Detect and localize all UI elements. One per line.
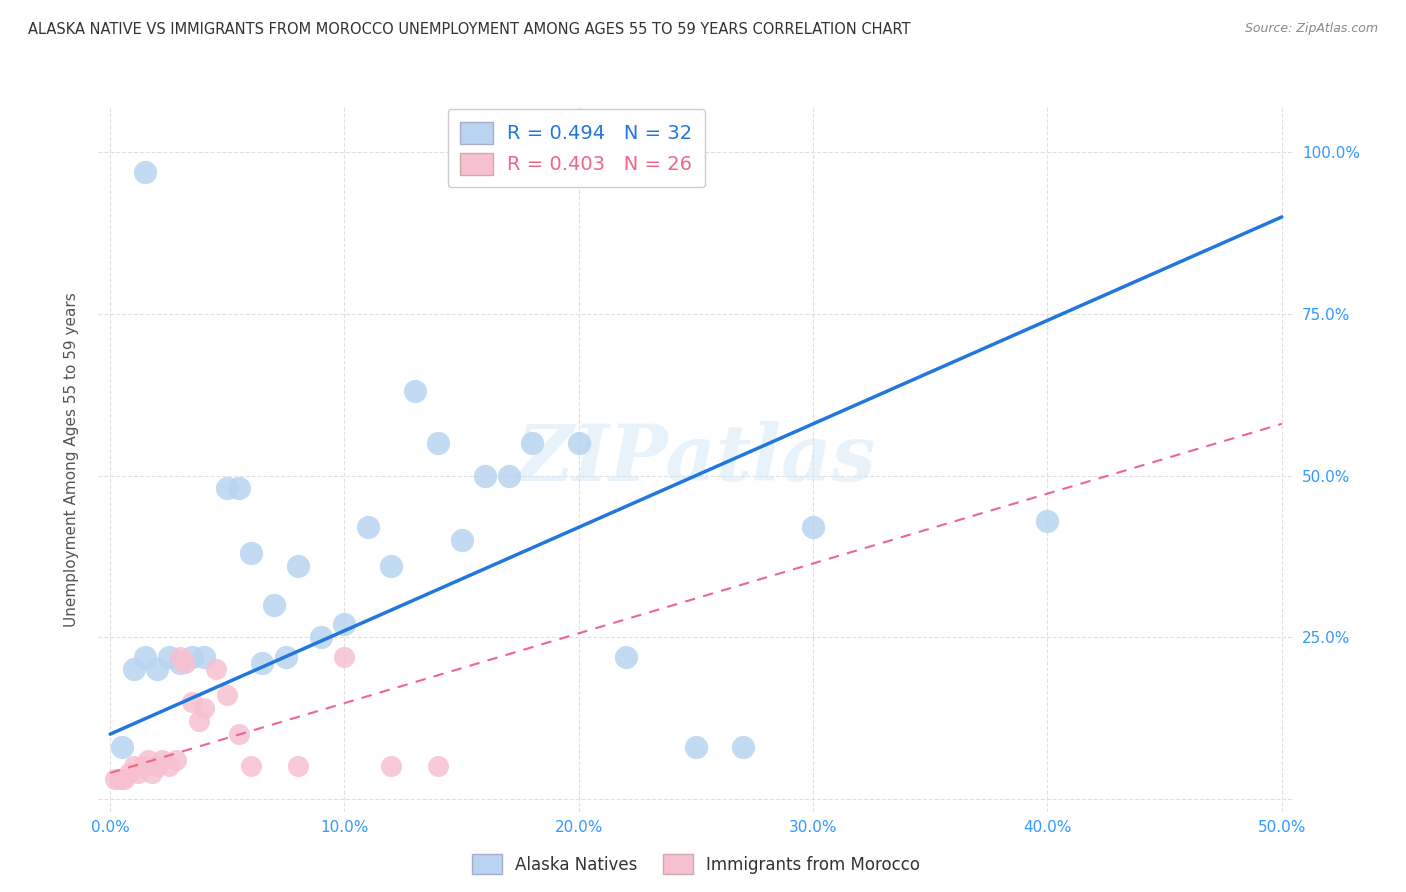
Point	[333, 649, 356, 664]
Point	[122, 663, 145, 677]
Point	[685, 740, 707, 755]
Point	[228, 727, 250, 741]
Point	[287, 559, 309, 574]
Point	[165, 753, 187, 767]
Point	[1036, 514, 1059, 528]
Text: ALASKA NATIVE VS IMMIGRANTS FROM MOROCCO UNEMPLOYMENT AMONG AGES 55 TO 59 YEARS : ALASKA NATIVE VS IMMIGRANTS FROM MOROCCO…	[28, 22, 911, 37]
Point	[157, 759, 180, 773]
Point	[112, 772, 135, 787]
Point	[228, 482, 250, 496]
Point	[132, 759, 155, 773]
Point	[108, 772, 131, 787]
Point	[520, 436, 543, 450]
Point	[309, 630, 332, 644]
Point	[568, 436, 591, 450]
Point	[141, 766, 163, 780]
Point	[146, 759, 169, 773]
Point	[252, 656, 274, 670]
Point	[731, 740, 754, 755]
Point	[498, 468, 520, 483]
Point	[111, 740, 134, 755]
Point	[427, 436, 450, 450]
Legend: Alaska Natives, Immigrants from Morocco: Alaska Natives, Immigrants from Morocco	[463, 844, 929, 885]
Point	[614, 649, 637, 664]
Point	[404, 384, 426, 399]
Point	[118, 766, 141, 780]
Point	[181, 695, 204, 709]
Point	[157, 649, 180, 664]
Point	[193, 701, 215, 715]
Point	[104, 772, 127, 787]
Point	[380, 559, 402, 574]
Point	[134, 649, 156, 664]
Point	[801, 520, 824, 534]
Point	[239, 546, 262, 560]
Point	[193, 649, 215, 664]
Point	[380, 759, 402, 773]
Point	[127, 766, 149, 780]
Point	[239, 759, 262, 773]
Point	[181, 649, 204, 664]
Point	[427, 759, 450, 773]
Point	[136, 753, 159, 767]
Point	[357, 520, 380, 534]
Y-axis label: Unemployment Among Ages 55 to 59 years: Unemployment Among Ages 55 to 59 years	[65, 292, 79, 627]
Text: ZIPatlas: ZIPatlas	[516, 421, 876, 498]
Text: Source: ZipAtlas.com: Source: ZipAtlas.com	[1244, 22, 1378, 36]
Point	[217, 689, 239, 703]
Point	[188, 714, 211, 729]
Point	[287, 759, 309, 773]
Point	[150, 753, 173, 767]
Point	[204, 663, 226, 677]
Point	[450, 533, 472, 548]
Point	[134, 164, 156, 178]
Point	[174, 656, 197, 670]
Point	[274, 649, 297, 664]
Point	[263, 598, 285, 612]
Point	[217, 482, 239, 496]
Point	[333, 617, 356, 632]
Point	[146, 663, 169, 677]
Point	[474, 468, 496, 483]
Point	[122, 759, 145, 773]
Point	[169, 656, 191, 670]
Point	[169, 649, 191, 664]
